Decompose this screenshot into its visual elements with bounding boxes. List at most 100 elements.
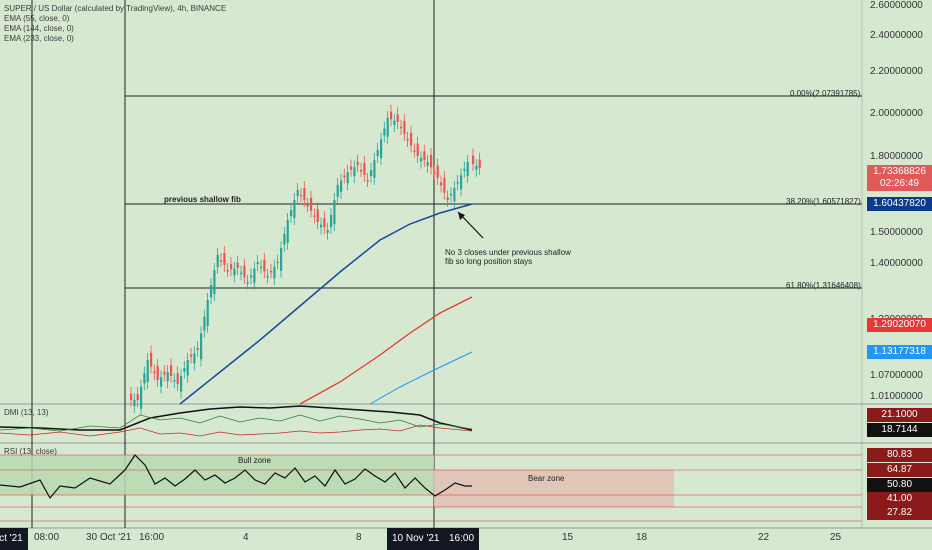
- candle-body: [293, 200, 296, 218]
- candle-body: [166, 372, 169, 382]
- candle-body: [363, 163, 366, 175]
- rsi-80-badge[interactable]: 80.83: [867, 448, 932, 462]
- legend-ema233[interactable]: EMA (233, close, 0): [4, 34, 74, 43]
- candle-body: [443, 177, 446, 193]
- time-tick: 22: [758, 532, 770, 543]
- candle-body: [220, 260, 223, 262]
- candle-body: [400, 126, 403, 129]
- candle-body: [306, 205, 309, 207]
- candle-body: [146, 360, 149, 382]
- candle-body: [310, 197, 313, 211]
- time-axis[interactable]: 7 Oct '21 08:00 30 Oct '21 16:00 4 8 10 …: [0, 528, 862, 550]
- candle-body: [266, 276, 269, 278]
- candle-body: [243, 265, 246, 278]
- price-tick: 2.00000000: [870, 108, 923, 119]
- dmi-badge-2[interactable]: 18.7144: [867, 423, 932, 437]
- candle-body: [233, 268, 236, 276]
- rsi-50-badge[interactable]: 50.80: [867, 478, 932, 492]
- legend-ema55[interactable]: EMA (55, close, 0): [4, 14, 70, 23]
- candle-body: [210, 285, 213, 297]
- candle-body: [173, 380, 176, 382]
- candle-body: [330, 215, 333, 227]
- candle-body: [416, 143, 419, 156]
- candle-body: [326, 230, 329, 233]
- candle-body: [446, 197, 449, 200]
- price-tick: 2.60000000: [870, 0, 923, 11]
- time-tick-highlight[interactable]: 10 Nov '21: [387, 528, 445, 550]
- candle-body: [360, 170, 363, 172]
- candle-body: [410, 132, 413, 146]
- candle-body: [250, 275, 253, 278]
- note-line-1[interactable]: No 3 closes under previous shallow: [445, 248, 571, 257]
- rsi-27-badge[interactable]: 27.82: [867, 506, 932, 520]
- candle-body: [183, 368, 186, 372]
- candle-body: [236, 262, 239, 268]
- last-price-badge[interactable]: 1.73368826: [867, 165, 932, 179]
- candle-body: [246, 282, 249, 284]
- candle-body: [406, 138, 409, 141]
- price-tick: 2.40000000: [870, 30, 923, 41]
- ema144-badge[interactable]: 1.29020070: [867, 318, 932, 332]
- candle-body: [463, 168, 466, 171]
- legend-ema144[interactable]: EMA (144, close, 0): [4, 24, 74, 33]
- indicator-legend: SUPER / US Dollar (calculated by Trading…: [4, 4, 226, 44]
- candle-body: [136, 394, 139, 400]
- candle-body: [200, 333, 203, 360]
- prev-fib-label[interactable]: previous shallow fib: [164, 195, 241, 204]
- time-tick: 16:00: [139, 532, 165, 543]
- candle-body: [323, 218, 326, 228]
- candle-body: [273, 266, 276, 279]
- bear-zone[interactable]: [434, 470, 674, 507]
- rsi-41-badge[interactable]: 41.00: [867, 492, 932, 506]
- time-tick: 8: [356, 532, 362, 543]
- dmi-badge-1[interactable]: 21.1000: [867, 408, 932, 422]
- candle-body: [333, 200, 336, 224]
- candle-body: [440, 182, 443, 186]
- time-tick-highlight[interactable]: 16:00: [444, 528, 480, 550]
- candle-body: [260, 266, 263, 269]
- fib-price-badge[interactable]: 1.60437820: [867, 197, 932, 211]
- candle-body: [286, 220, 289, 243]
- candle-body: [376, 150, 379, 156]
- ema-233-line[interactable]: [369, 351, 473, 405]
- candle-body: [460, 175, 463, 190]
- candle-body: [176, 373, 179, 384]
- candle-body: [190, 354, 193, 357]
- rsi-line[interactable]: [0, 454, 472, 500]
- candle-body: [276, 261, 279, 264]
- candle-body: [436, 165, 439, 178]
- fib-label-382: 38.20%(1.60571827): [786, 197, 861, 206]
- symbol-title[interactable]: SUPER / US Dollar (calculated by Trading…: [4, 4, 227, 13]
- candle-body: [150, 352, 153, 367]
- ema-144-line[interactable]: [299, 296, 473, 405]
- note-line-2[interactable]: fib so long position stays: [445, 257, 533, 266]
- rsi-legend[interactable]: RSI (13, close): [4, 447, 57, 456]
- candle-body: [453, 188, 456, 202]
- candle-body: [216, 255, 219, 267]
- candle-body: [316, 209, 319, 222]
- candle-body: [230, 264, 233, 270]
- candle-body: [163, 371, 166, 375]
- candle-body: [426, 162, 429, 166]
- candle-body: [283, 234, 286, 245]
- candle-body: [280, 248, 283, 271]
- dmi-legend[interactable]: DMI (13, 13): [4, 408, 49, 417]
- candle-body: [353, 167, 356, 177]
- time-tick: 25: [830, 532, 842, 543]
- ema233-badge[interactable]: 1.13177318: [867, 345, 932, 359]
- time-tick-highlight[interactable]: 7 Oct '21: [0, 528, 28, 550]
- ema-55-line[interactable]: [179, 203, 473, 405]
- candle-body: [420, 158, 423, 162]
- candle-body: [143, 373, 146, 384]
- price-tick: 1.40000000: [870, 258, 923, 269]
- candle-body: [383, 128, 386, 136]
- arrow-head-icon: [458, 212, 465, 220]
- candle-body: [403, 120, 406, 134]
- bull-zone-label: Bull zone: [238, 456, 271, 465]
- candle-body: [160, 377, 163, 387]
- candle-body: [313, 215, 316, 218]
- rsi-64-badge[interactable]: 64.87: [867, 463, 932, 477]
- bear-zone-label: Bear zone: [528, 474, 565, 483]
- bull-zone[interactable]: [0, 455, 434, 495]
